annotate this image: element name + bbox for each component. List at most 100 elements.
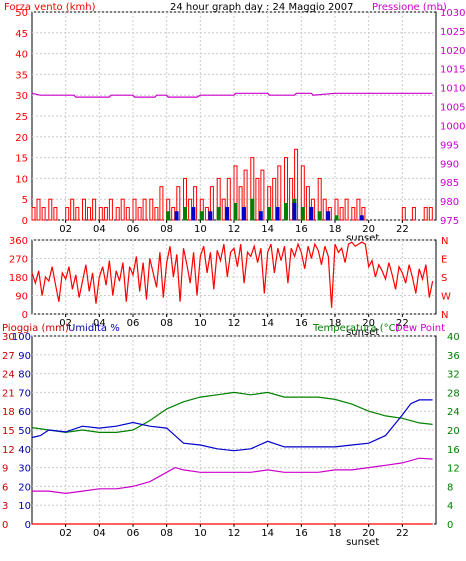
p1-xtick-label: 12 [228,224,241,235]
wind-ytick-label: 45 [15,29,28,40]
wind-bar [108,198,113,221]
wind-bar [120,198,125,221]
humidity-line [31,399,433,452]
compass-label: N [441,310,448,321]
direction-ytick-label: 360 [9,236,28,247]
humidity-ytick-label: 100 [12,332,31,343]
p3-xtick-label: 06 [127,528,140,539]
wind-ytick-label: 50 [15,8,28,19]
wind-bar [258,211,263,221]
humidity-axis-label: Umidita % [68,323,120,334]
direction-ytick-label: 0 [22,310,28,321]
pressure-ytick-label: 1030 [440,8,465,19]
wind-bar [82,198,86,221]
pressure-ytick-label: 995 [440,140,459,151]
wind-bar [317,211,322,221]
wind-bar [216,207,221,221]
temperature-line [31,391,433,434]
pressure-line [31,92,433,98]
wind-bar [31,207,36,221]
wind-ytick-label: 25 [15,112,28,123]
wind-ytick-label: 40 [15,50,28,61]
wind-bar [284,202,288,221]
wind-ytick-label: 30 [15,91,28,102]
temperature-ytick-label: 16 [447,445,460,456]
humidity-ytick-label: 30 [18,464,31,475]
wind-bar [292,202,297,221]
wind-bar [339,207,344,221]
temp-humidity-panel: 0369121518212427300102030405060708090100… [2,323,460,548]
chart-title: 24 hour graph day : 24 Maggio 2007 [170,2,353,13]
p2-sunset-label: sunset [346,327,379,338]
p2-xtick-label: 20 [362,318,375,329]
direction-ytick-label: 90 [15,292,28,303]
wind-bar [305,186,310,221]
wind-speed-axis-label: Forza vento (kmh) [4,2,96,13]
pressure-ytick-label: 1020 [440,46,465,57]
pressure-ytick-label: 1025 [440,27,465,38]
wind-bar [208,211,213,221]
p3-xtick-label: 04 [93,528,106,539]
humidity-ytick-label: 10 [18,501,31,512]
wind-bar [272,177,277,221]
p1-sunset-label: sunset [346,233,379,244]
wind-bar [238,186,243,221]
wind-bar [70,198,75,221]
wind-bar [255,177,260,221]
p2-xtick-label: 16 [295,318,308,329]
compass-label: W [441,292,451,303]
wind-bar [359,215,364,221]
pressure-ytick-label: 990 [440,159,459,170]
wind-bar [401,207,406,221]
wind-bar [309,207,314,221]
wind-bar [53,207,58,221]
p3-xtick-label: 18 [329,528,342,539]
dew-point-axis-label: Dew Point [395,323,445,334]
rain-axis-label: Pioggia (mm) [2,323,69,334]
p2-xtick-label: 22 [396,318,409,329]
pressure-ytick-label: 1015 [440,65,465,76]
rain-ytick-label: 12 [2,445,15,456]
wind-bar [191,207,196,221]
p2-xtick-label: 10 [194,318,207,329]
temperature-ytick-label: 32 [447,370,460,381]
p3-xtick-label: 20 [362,528,375,539]
pressure-ytick-label: 1010 [440,84,465,95]
dew-point-line [32,457,433,495]
compass-label: E [441,255,447,266]
wind-bar [92,198,97,221]
p1-xtick-label: 16 [295,224,308,235]
rain-ytick-label: 6 [2,482,8,493]
humidity-ytick-label: 40 [18,445,31,456]
humidity-ytick-label: 90 [18,351,31,362]
wind-bar [48,198,53,221]
p2-xtick-label: 06 [127,318,140,329]
compass-label: S [441,273,447,284]
temperature-ytick-label: 8 [447,482,453,493]
wind-bar [125,207,130,221]
wind-bar [36,198,41,221]
p3-xtick-label: 16 [295,528,308,539]
humidity-ytick-label: 50 [18,426,31,437]
wind-bar [87,207,91,221]
wind-bar [356,198,361,221]
wind-ytick-label: 0 [22,216,28,227]
p3-xtick-label: 02 [59,528,72,539]
wind-bar [225,207,230,221]
wind-ytick-label: 10 [15,174,28,185]
rain-ytick-label: 27 [2,351,15,362]
p1-xtick-label: 06 [127,224,140,235]
wind-bar [326,211,331,221]
rain-ytick-label: 24 [2,370,15,381]
wind-bar [428,207,433,221]
p3-xtick-label: 14 [261,528,274,539]
wind-pressure-panel: 0510152025303540455097598098599099510001… [4,2,465,244]
wind-bar [267,207,272,221]
wind-ytick-label: 5 [22,195,28,206]
rain-ytick-label: 30 [2,332,15,343]
p2-xtick-label: 04 [93,318,106,329]
rain-ytick-label: 9 [2,464,8,475]
p1-xtick-label: 10 [194,224,207,235]
